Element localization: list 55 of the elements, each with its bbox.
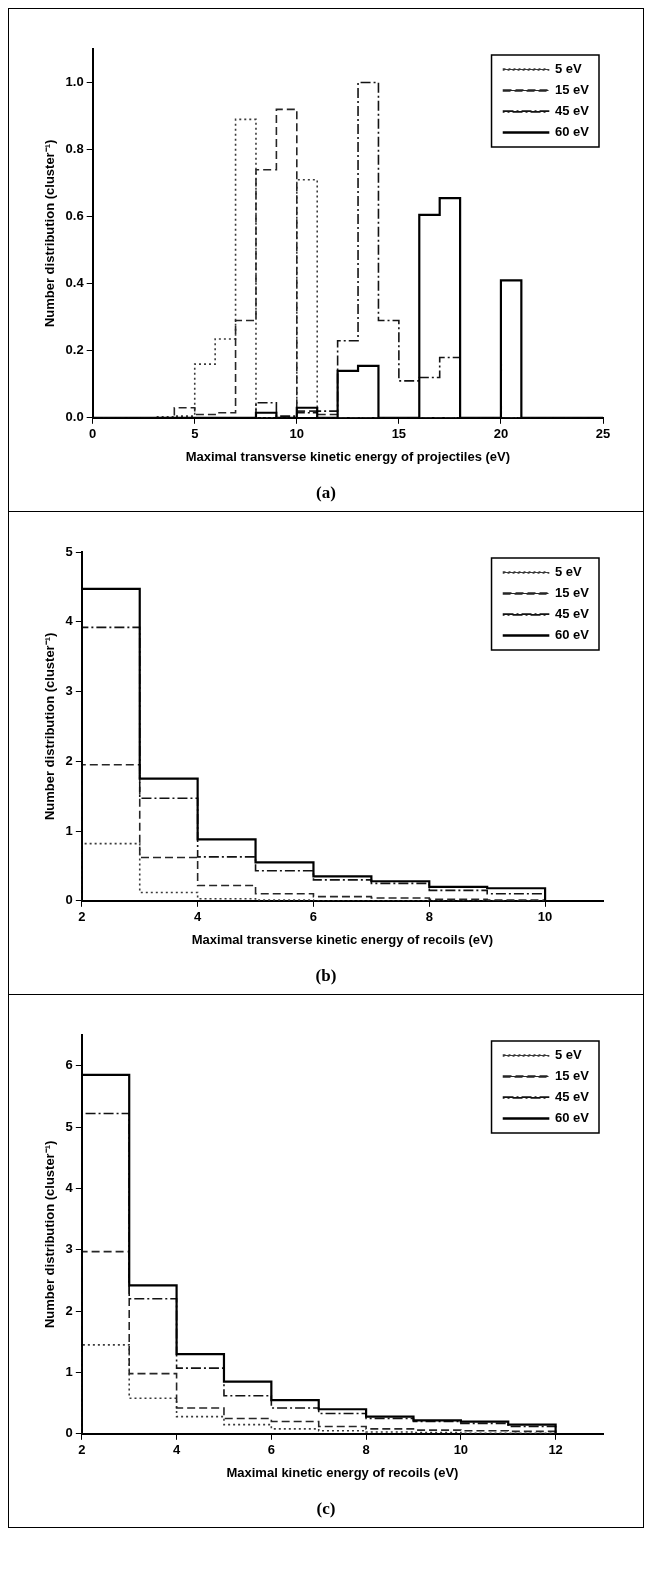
y-tick-label: 4 (65, 1179, 74, 1195)
legend-label: 15 eV (555, 1068, 590, 1084)
legend-label: 15 eV (555, 82, 590, 98)
y-tick-label: 6 (65, 1057, 73, 1073)
y-tick-label: 2 (65, 1302, 73, 1318)
x-tick-label: 15 (391, 426, 407, 442)
legend-label: 60 eV (555, 627, 590, 643)
x-tick-label: 10 (537, 909, 553, 925)
x-axis-title: Maximal transverse kinetic energy of recoils (eV) (191, 931, 494, 947)
x-tick-label: 20 (493, 426, 509, 442)
x-tick-label: 4 (172, 1442, 181, 1458)
text: (b) (314, 965, 338, 987)
x-tick-label: 25 (595, 426, 611, 442)
y-tick-label: 0.2 (65, 342, 84, 358)
x-tick-label: 0 (89, 426, 97, 442)
y-tick-label: 3 (65, 1241, 73, 1257)
text: (a) (315, 482, 337, 504)
x-tick-label: 10 (289, 426, 305, 442)
legend-label: 45 eV (555, 1089, 590, 1105)
legend-label: 5 eV (555, 1047, 583, 1063)
y-tick-label: 0.6 (65, 208, 84, 224)
y-tick-label: 0.0 (65, 409, 84, 425)
y-tick-label: 4 (65, 613, 74, 629)
y-tick-label: 0 (65, 892, 73, 908)
legend-label: 5 eV (555, 61, 583, 77)
y-tick-label: 0.4 (65, 275, 85, 291)
y-axis-title: Number distribution (cluster⁻¹) (42, 632, 58, 821)
x-tick-label: 6 (267, 1442, 275, 1458)
y-tick-label: 1.0 (65, 74, 84, 90)
legend-label: 45 eV (555, 606, 590, 622)
y-tick-label: 5 (65, 543, 73, 559)
x-tick-label: 8 (425, 909, 433, 925)
x-tick-label: 12 (548, 1442, 563, 1458)
y-tick-label: 0.8 (65, 141, 84, 157)
x-axis-title: Maximal kinetic energy of recoils (eV) (226, 1464, 459, 1480)
legend-label: 60 eV (555, 1110, 590, 1126)
y-tick-label: 3 (65, 683, 73, 699)
x-tick-label: 6 (309, 909, 318, 925)
y-axis-title: Number distribution (cluster⁻¹) (42, 139, 58, 328)
x-tick-label: 8 (362, 1442, 370, 1458)
x-tick-label: 5 (191, 426, 199, 442)
y-tick-label: 1 (65, 1364, 73, 1380)
y-tick-label: 2 (65, 752, 73, 768)
legend-label: 15 eV (555, 585, 590, 601)
x-axis-title: Maximal transverse kinetic energy of projectiles (eV) (185, 448, 511, 464)
text: (c) (315, 1498, 337, 1520)
legend-label: 45 eV (555, 103, 590, 119)
y-tick-label: 1 (65, 822, 73, 838)
x-tick-label: 4 (194, 909, 203, 925)
x-tick-label: 10 (453, 1442, 469, 1458)
y-tick-label: 5 (65, 1118, 73, 1134)
legend-label: 60 eV (555, 124, 590, 140)
y-tick-label: 0 (65, 1425, 73, 1441)
legend-label: 5 eV (555, 564, 583, 580)
y-axis-title: Number distribution (cluster⁻¹) (42, 1140, 58, 1329)
